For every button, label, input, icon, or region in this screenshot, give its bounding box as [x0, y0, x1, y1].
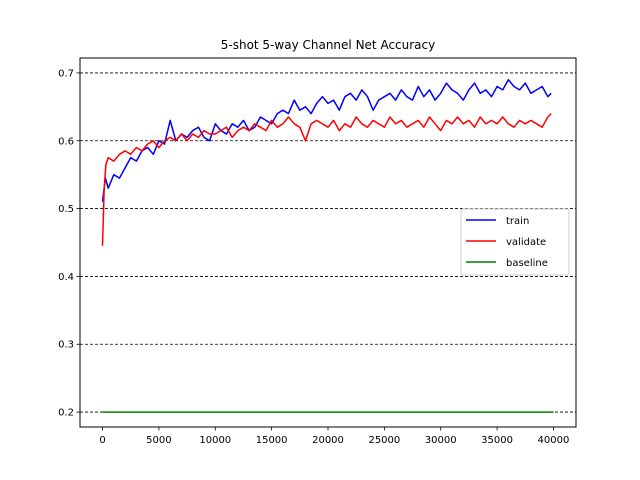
y-axis: 0.2 0.3 0.4 0.5 0.6 0.7: [58, 68, 80, 419]
series-group: [101, 78, 554, 413]
x-tick-label: 15000: [256, 435, 288, 446]
series-line-train: [101, 78, 552, 202]
y-tick-label: 0.4: [58, 272, 74, 283]
legend-label-train: train: [506, 216, 529, 227]
y-tick-label: 0.5: [58, 204, 74, 215]
x-tick-label: 5000: [146, 435, 171, 446]
x-tick-label: 0: [99, 435, 105, 446]
y-tick-label: 0.3: [58, 340, 74, 351]
x-tick-label: 10000: [199, 435, 231, 446]
x-tick-label: 20000: [312, 435, 344, 446]
legend-label-baseline: baseline: [506, 258, 548, 269]
x-tick-label: 40000: [538, 435, 570, 446]
chart-title: 5-shot 5-way Channel Net Accuracy: [221, 38, 435, 52]
series-line-validate: [101, 113, 552, 246]
x-tick-label: 35000: [481, 435, 513, 446]
x-tick-label: 25000: [368, 435, 400, 446]
y-tick-label: 0.6: [58, 136, 74, 147]
legend: train validate baseline: [460, 208, 570, 276]
y-tick-label: 0.7: [58, 68, 74, 79]
x-axis: 0 5000 10000 15000 20000 25000 30000 35000 40000: [99, 427, 569, 446]
x-tick-label: 30000: [425, 435, 457, 446]
y-tick-label: 0.2: [58, 408, 74, 419]
legend-label-validate: validate: [506, 237, 546, 248]
legend-box: [460, 208, 570, 276]
